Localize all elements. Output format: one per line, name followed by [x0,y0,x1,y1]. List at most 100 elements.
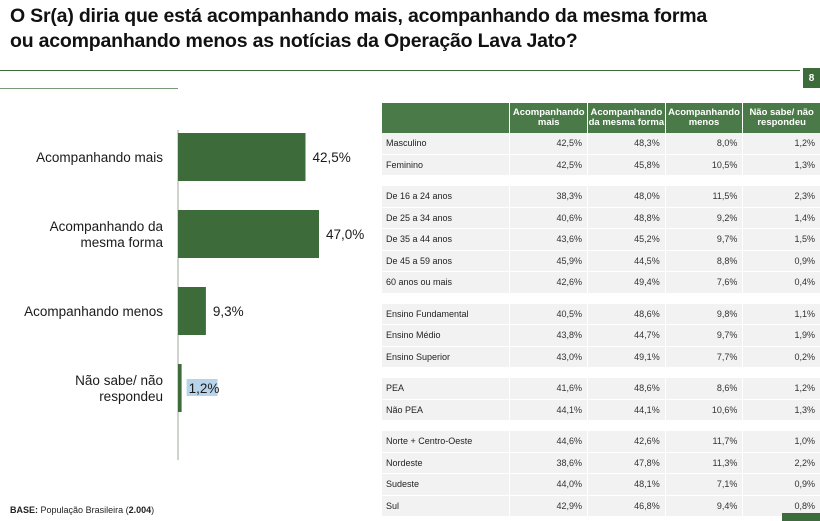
breakdown-table: Acompanhando mais Acompanhando da mesma … [382,103,820,517]
row-label: 60 anos ou mais [386,277,453,287]
header-mesma-forma: Acompanhando da mesma forma [587,103,665,133]
data-label: 1,2% [189,381,220,396]
row-label: Norte + Centro-Oeste [386,436,473,446]
table-header-blank [382,103,509,133]
row-value: 9,7% [664,229,743,250]
table-group: De 16 a 24 anos 38,3% 48,0% 11,5% 2,3% De 25 … [382,186,820,294]
table-row: Não PEA 44,1% 44,1% 10,6% 1,3% [382,399,820,421]
row-value: 7,1% [664,474,743,495]
bar [178,133,306,181]
row-value: 0,9% [742,474,820,495]
table-row: Feminino 42,5% 45,8% 10,5% 1,3% [382,154,820,176]
value-highlight [186,379,218,396]
row-value: 9,2% [664,207,743,228]
category-label: Acompanhando mais [36,150,163,165]
row-value: 2,2% [742,452,820,473]
row-value: 42,6% [587,431,665,452]
category-label: Acompanhando menos [24,304,163,319]
row-value: 44,7% [587,325,665,346]
row-value: 40,5% [509,303,587,324]
row-value: 10,6% [664,399,743,420]
row-label: De 35 a 44 anos [386,234,453,244]
table-row: Norte + Centro-Oeste 44,6% 42,6% 11,7% 1,0% [382,431,820,453]
title-line-1: O Sr(a) diria que está acompanhando mais… [10,5,708,27]
row-value: 42,6% [509,272,587,293]
bar [178,364,182,412]
table-row: Nordeste 38,6% 47,8% 11,3% 2,2% [382,452,820,474]
table-row: Ensino Médio 43,8% 44,7% 9,7% 1,9% [382,325,820,347]
row-value: 1,3% [742,154,820,175]
row-value: 48,0% [587,186,665,207]
header-acompanhando-mais: Acompanhando mais [509,103,587,133]
row-label: PEA [386,383,405,393]
chart-top-rule [0,88,178,89]
row-label: Sudeste [386,479,420,489]
row-value: 1,2% [742,378,820,399]
row-value: 8,6% [664,378,743,399]
row-value: 0,8% [742,495,820,516]
row-label: De 45 a 59 anos [386,255,453,266]
row-value: 48,1% [587,474,665,495]
table-row: De 45 a 59 anos 45,9% 44,5% 8,8% 0,9% [382,250,820,272]
category-label: respondeu [99,389,163,404]
row-value: 1,0% [742,431,820,452]
row-value: 45,9% [509,250,587,271]
row-value: 44,5% [587,250,665,271]
row-value: 48,6% [587,378,665,399]
page-number-badge: 8 [803,68,820,88]
row-value: 49,1% [587,346,665,367]
category-label: Não sabe/ não [75,373,163,388]
table-group: Masculino 42,5% 48,3% 8,0% 1,2% Feminino 42,5%… [382,133,820,176]
table-row: PEA 41,6% 48,6% 8,6% 1,2% [382,378,820,400]
row-value: 0,9% [742,250,820,271]
row-label: Ensino Superior [386,351,451,362]
row-value: 1,1% [742,303,820,324]
base-note: BASE: População Brasileira (2.004) [10,505,155,515]
row-label: Feminino [386,159,424,170]
table-row: Sudeste 44,0% 48,1% 7,1% 0,9% [382,474,820,496]
row-value: 43,8% [509,325,587,346]
table-body: Masculino 42,5% 48,3% 8,0% 1,2% Feminino 42,5%… [382,133,820,517]
table-row: Ensino Superior 43,0% 49,1% 7,7% 0,2% [382,346,820,368]
row-value: 42,9% [509,495,587,516]
row-label: Não PEA [386,404,424,415]
row-value: 40,6% [509,207,587,228]
header-divider [0,70,800,71]
table-group: Norte + Centro-Oeste 44,6% 42,6% 11,7% 1,0% N… [382,431,820,517]
table-row: De 16 a 24 anos 38,3% 48,0% 11,5% 2,3% [382,186,820,208]
base-n: 2.004 [128,505,152,515]
corner-accent [782,513,820,521]
table-row: Ensino Fundamental 40,5% 48,6% 9,8% 1,1% [382,303,820,325]
row-value: 44,0% [509,474,587,495]
table-row: De 25 a 34 anos 40,6% 48,8% 9,2% 1,4% [382,207,820,229]
table-row: Sul 42,9% 46,8% 9,4% 0,8% [382,495,820,517]
row-value: 11,5% [664,186,743,207]
row-value: 1,9% [742,325,820,346]
row-value: 1,3% [742,399,820,420]
row-value: 9,4% [664,495,743,516]
row-label: Nordeste [386,457,423,468]
title-line-2: ou acompanhando menos as notícias da Ope… [10,30,578,52]
row-label: Sul [386,500,400,511]
table-row: 60 anos ou mais 42,6% 49,4% 7,6% 0,4% [382,272,820,294]
row-value: 9,7% [664,325,743,346]
row-value: 48,8% [587,207,665,228]
row-value: 8,8% [664,250,743,271]
data-label: 9,3% [213,304,244,319]
bar [178,210,319,258]
row-value: 1,4% [742,207,820,228]
bar [178,287,206,335]
row-value: 9,8% [664,303,743,324]
row-value: 38,6% [509,452,587,473]
row-value: 41,6% [509,378,587,399]
row-value: 44,6% [509,431,587,452]
row-label: Ensino Médio [386,330,441,340]
row-value: 2,3% [742,186,820,207]
row-value: 42,5% [509,133,587,154]
row-value: 42,5% [509,154,587,175]
row-value: 38,3% [509,186,587,207]
row-value: 11,3% [664,452,743,473]
category-label: Acompanhando da [50,219,164,234]
row-value: 44,1% [587,399,665,420]
row-value: 43,6% [509,229,587,250]
